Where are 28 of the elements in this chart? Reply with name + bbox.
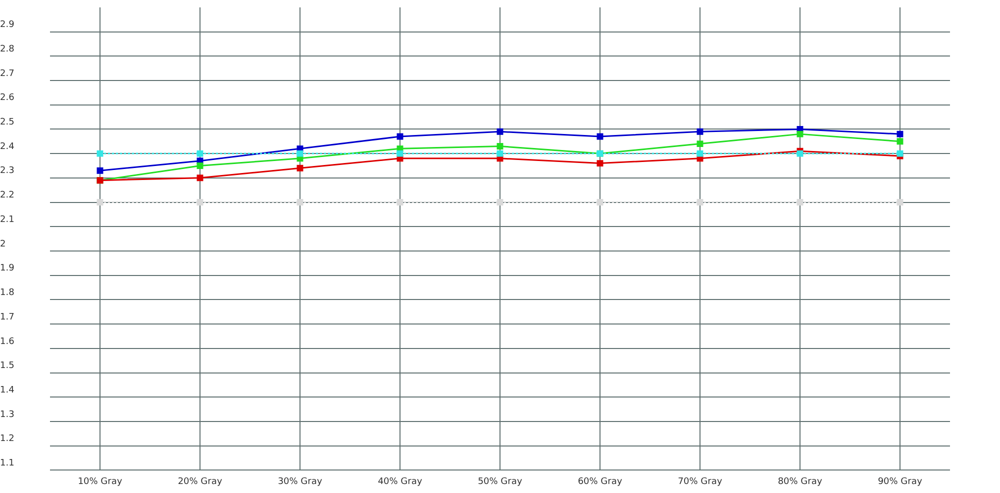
y-tick-label: 1.4: [0, 385, 15, 396]
y-tick-label: 2.5: [0, 118, 14, 128]
x-tick-label: 80% Gray: [778, 476, 823, 487]
x-tick-label: 20% Gray: [178, 476, 223, 487]
y-tick-label: 1.3: [0, 410, 14, 420]
y-tick-label: 1.5: [0, 361, 14, 372]
y-tick-label: 2.9: [0, 20, 15, 30]
x-tick-label: 50% Gray: [478, 476, 523, 487]
y-tick-label: 2.6: [0, 93, 15, 104]
y-tick-label: 2.4: [0, 142, 15, 152]
x-tick-label: 60% Gray: [578, 476, 623, 487]
x-tick-label: 10% Gray: [78, 476, 123, 487]
y-tick-label: 2: [0, 239, 6, 250]
y-tick-label: 1.6: [0, 336, 15, 347]
y-tick-label: 1.2: [0, 434, 14, 444]
y-tick-label: 2.3: [0, 166, 14, 176]
y-tick-label: 1.8: [0, 288, 15, 298]
y-tick-label: 2.1: [0, 214, 14, 225]
y-tick-label: 2.7: [0, 68, 14, 79]
x-tick-label: 90% Gray: [878, 476, 923, 487]
x-tick-label: 30% Gray: [278, 476, 323, 487]
y-tick-label: 2.8: [0, 44, 15, 54]
x-tick-label: 70% Gray: [678, 476, 723, 487]
x-tick-label: 40% Gray: [378, 476, 423, 487]
y-tick-label: 2.2: [0, 190, 14, 201]
y-tick-label: 1.9: [0, 264, 15, 274]
y-tick-label: 1.1: [0, 458, 14, 469]
y-tick-label: 1.7: [0, 312, 14, 322]
